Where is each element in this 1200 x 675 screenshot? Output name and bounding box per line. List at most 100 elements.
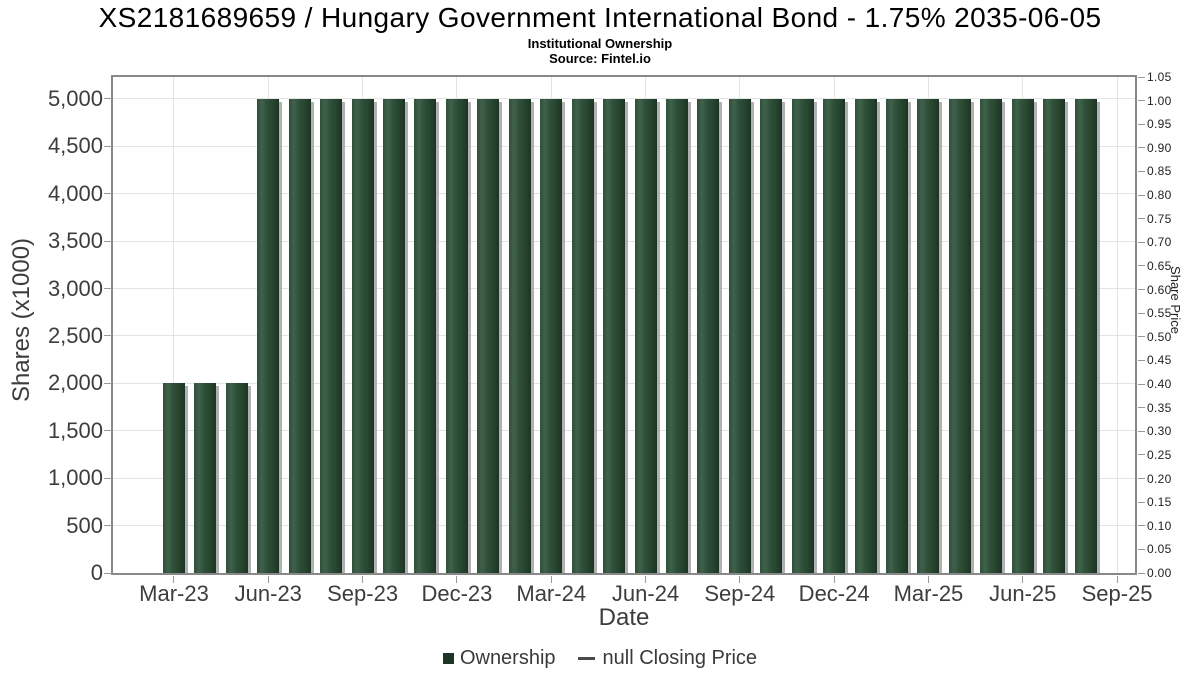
- ownership-bar: [508, 98, 531, 573]
- right-axis-tick: [1138, 241, 1145, 243]
- bar-shadow: [876, 101, 880, 573]
- ownership-bar: [980, 98, 1003, 573]
- ownership-bar: [320, 98, 343, 573]
- legend: Ownership null Closing Price: [0, 644, 1200, 672]
- y-axis-tick-label: 500: [66, 512, 103, 538]
- x-axis-tick: [267, 576, 269, 583]
- right-axis-tick: [1138, 170, 1145, 172]
- bar-shadow: [373, 101, 377, 573]
- y-axis-tick-label: 3,000: [47, 275, 103, 301]
- x-axis-title: Date: [598, 604, 650, 631]
- ownership-bar: [1074, 98, 1097, 573]
- right-axis-tick-label: 0.05: [1147, 542, 1172, 557]
- right-axis-tick: [1138, 383, 1145, 385]
- right-axis-tick: [1138, 430, 1145, 432]
- right-axis-tick-label: 1.05: [1147, 70, 1172, 84]
- ownership-bar: [603, 98, 626, 573]
- x-axis-tick-label: Sep-24: [704, 581, 776, 606]
- ownership-bar: [288, 98, 311, 573]
- ownership-bar: [571, 98, 594, 573]
- y-axis-tick-label: 0: [90, 560, 103, 585]
- bar-shadow: [499, 101, 503, 573]
- x-axis-tick: [739, 576, 741, 583]
- ownership-legend-label: Ownership: [459, 646, 556, 669]
- ownership-bar: [697, 98, 720, 573]
- bar-shadow: [184, 386, 188, 573]
- ownership-bar: [225, 383, 248, 573]
- x-axis-tick-label: Jun-25: [989, 581, 1057, 606]
- x-axis-tick: [550, 576, 552, 583]
- right-axis-tick-label: 0.75: [1147, 211, 1172, 226]
- right-axis-tick-label: 0.90: [1147, 140, 1172, 155]
- right-axis-tick-label: 0.35: [1147, 400, 1172, 415]
- closing-price-legend-label: null Closing Price: [602, 646, 758, 669]
- bar-shadow: [845, 101, 849, 573]
- bar-shadow: [813, 101, 817, 573]
- y-axis-tick: [104, 335, 112, 337]
- y-axis-tick: [104, 477, 112, 479]
- ownership-bar: [414, 98, 437, 573]
- y-axis-tick-label: 1,000: [47, 465, 103, 491]
- bar-shadow: [530, 101, 534, 573]
- ownership-bar: [948, 98, 971, 573]
- ownership-bar: [477, 98, 500, 573]
- right-axis-tick: [1138, 336, 1145, 338]
- bar-shadow: [593, 101, 597, 573]
- x-axis-tick-label: Mar-23: [139, 581, 209, 606]
- ownership-bar: [886, 98, 909, 573]
- bar-shadow: [247, 386, 251, 573]
- y-axis-tick-label: 5,000: [47, 85, 103, 111]
- right-axis-tick: [1138, 572, 1145, 574]
- right-axis-tick-label: 0.40: [1147, 377, 1172, 392]
- ownership-bar: [760, 98, 783, 573]
- right-axis-tick-label: 0.30: [1147, 424, 1172, 439]
- y-axis-tick: [104, 145, 112, 147]
- page-title: XS2181689659 / Hungary Government Intern…: [98, 2, 1102, 33]
- bar-shadow: [908, 101, 912, 573]
- bar-shadow: [279, 101, 283, 573]
- y-axis-tick: [104, 525, 112, 527]
- right-axis-tick-label: 0.15: [1147, 495, 1172, 510]
- x-axis-tick: [456, 576, 458, 583]
- y-axis-tick: [104, 382, 112, 384]
- plot-area: [111, 75, 1137, 575]
- bar-shadow: [687, 101, 691, 573]
- x-axis-tick-label: Mar-25: [893, 581, 964, 606]
- ownership-bar: [1011, 98, 1034, 573]
- x-axis-tick-label: Dec-23: [421, 581, 493, 606]
- x-axis-tick-label: Jun-23: [234, 581, 302, 606]
- chart-subtitle: Institutional Ownership: [527, 36, 673, 51]
- right-axis-tick: [1138, 194, 1145, 196]
- x-axis-tick: [173, 576, 175, 583]
- right-axis-tick: [1138, 478, 1145, 480]
- bar-shadow: [625, 101, 629, 573]
- y-axis-tick-label: 3,500: [47, 228, 103, 254]
- x-axis-tick-label: Sep-23: [327, 581, 399, 606]
- right-axis-tick: [1138, 359, 1145, 361]
- bar-shadow: [750, 101, 754, 573]
- right-axis-tick: [1138, 76, 1145, 78]
- closing-price-legend-line-icon: [577, 656, 595, 660]
- right-axis-tick-label: 0.70: [1147, 235, 1172, 250]
- right-axis-tick-label: 0.95: [1147, 117, 1172, 132]
- right-axis-tick: [1138, 548, 1145, 550]
- right-axis-tick: [1138, 218, 1145, 220]
- ownership-bar: [194, 383, 217, 573]
- right-axis-tick-label: 0.60: [1147, 282, 1172, 297]
- bar-shadow: [1033, 101, 1037, 573]
- bar-shadow: [782, 101, 786, 573]
- bar-shadow: [1065, 101, 1069, 573]
- x-axis-tick-label: Dec-24: [798, 581, 870, 606]
- ownership-bar: [917, 98, 940, 573]
- x-axis-tick-label: Jun-24: [611, 581, 680, 606]
- right-axis-tick: [1138, 312, 1145, 314]
- bar-shadow: [436, 101, 440, 573]
- ownership-bar: [854, 98, 877, 573]
- ownership-legend-swatch-icon: [442, 652, 454, 664]
- y-axis-tick: [104, 240, 112, 242]
- x-axis-tick: [927, 576, 929, 583]
- right-axis-tick-label: 0.55: [1147, 306, 1172, 321]
- bar-shadow: [939, 101, 943, 573]
